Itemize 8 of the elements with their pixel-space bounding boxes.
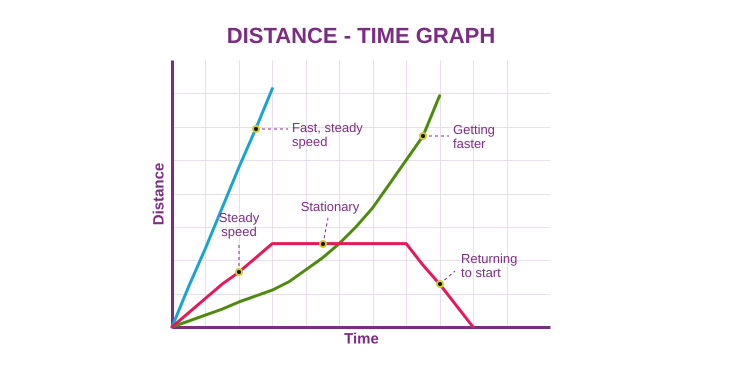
y-axis-title: Distance: [150, 162, 168, 226]
annotation: Steady speed: [218, 210, 260, 239]
annotation: Getting faster: [453, 122, 495, 151]
annotation: Returning to start: [461, 251, 518, 280]
annotation: Stationary: [300, 199, 360, 214]
annotation: Fast, steady speed: [292, 120, 364, 149]
x-axis-title: Time: [344, 330, 379, 348]
chart-title: DISTANCE - TIME GRAPH: [226, 23, 496, 48]
